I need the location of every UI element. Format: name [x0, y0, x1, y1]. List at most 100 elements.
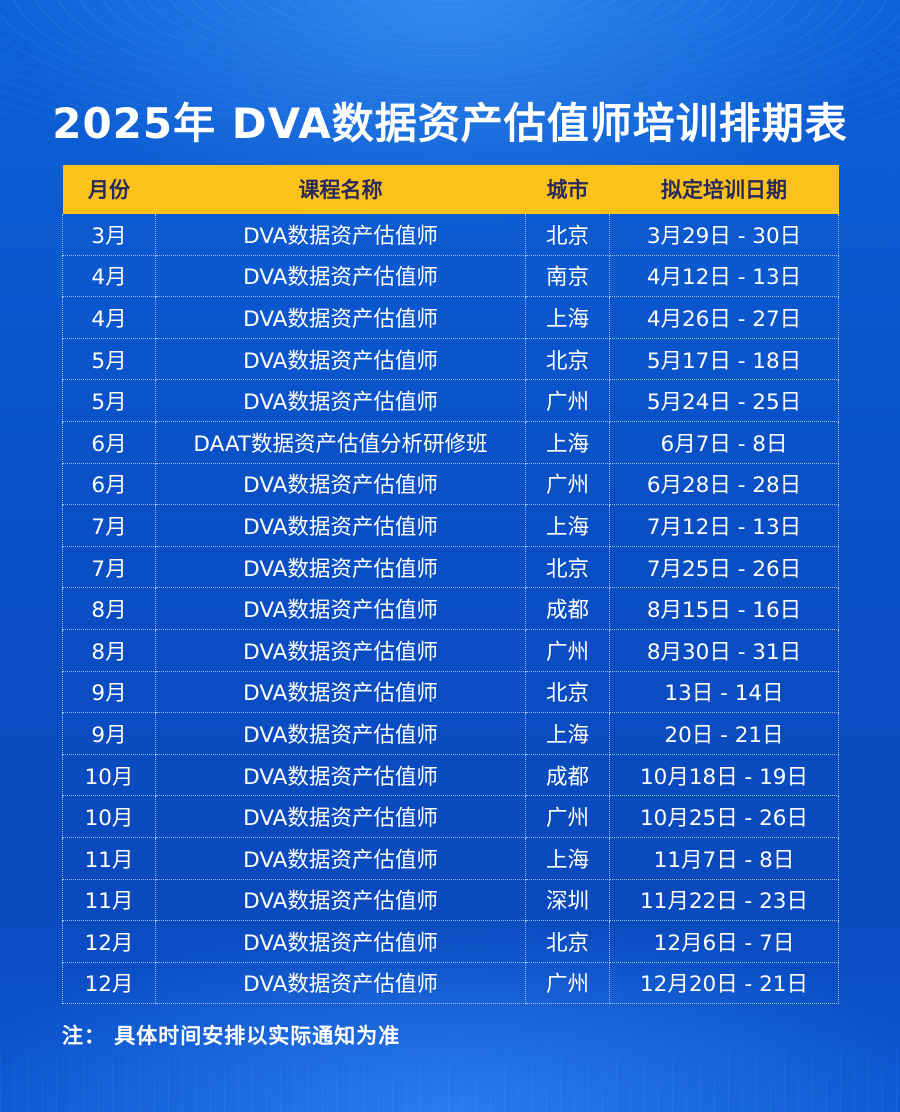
page-title: 2025年 DVA数据资产估值师培训排期表 — [52, 99, 848, 148]
cell-date: 20日 - 21日 — [609, 712, 839, 755]
cell-city: 成都 — [525, 753, 610, 797]
cell-month: 8月 — [62, 587, 156, 630]
cell-city: 广州 — [525, 462, 610, 506]
cell-course-name: DVA数据资产估值师 — [155, 379, 526, 422]
cell-city: 北京 — [525, 920, 610, 963]
cell-month: 7月 — [62, 545, 156, 589]
cell-city: 广州 — [525, 628, 610, 672]
header-planned-date: 拟定培训日期 — [609, 164, 839, 214]
cell-month: 11月 — [62, 878, 156, 922]
cell-month: 10月 — [62, 753, 156, 797]
cell-city: 南京 — [525, 254, 610, 298]
cell-city: 广州 — [525, 379, 610, 422]
cell-date: 5月24日 - 25日 — [609, 379, 839, 422]
cell-date: 6月28日 - 28日 — [609, 462, 839, 506]
cell-course-name: DVA数据资产估值师 — [155, 961, 526, 1005]
table-row: 5月 DVA数据资产估值师 广州 5月24日 - 25日 — [62, 379, 839, 422]
cell-month: 4月 — [62, 254, 156, 298]
cell-month: 9月 — [62, 670, 156, 714]
cell-course-name: DVA数据资产估值师 — [155, 587, 526, 630]
background-grid-decoration — [0, 1002, 900, 1112]
table-header-row: 月份 课程名称 城市 拟定培训日期 — [62, 164, 839, 214]
cell-month: 6月 — [62, 462, 156, 506]
background-wave-decoration — [0, 0, 900, 120]
cell-date: 11月7日 - 8日 — [609, 836, 839, 880]
cell-month: 3月 — [62, 213, 156, 256]
cell-date: 5月17日 - 18日 — [609, 337, 839, 381]
cell-city: 上海 — [525, 420, 610, 464]
cell-course-name: DVA数据资产估值师 — [155, 836, 526, 880]
cell-date: 6月7日 - 8日 — [609, 420, 839, 464]
cell-month: 11月 — [62, 836, 156, 880]
cell-course-name: DVA数据资产估值师 — [155, 504, 526, 547]
cell-month: 12月 — [62, 920, 156, 963]
header-city: 城市 — [525, 164, 610, 214]
cell-date: 7月25日 - 26日 — [609, 545, 839, 589]
cell-course-name: DVA数据资产估值师 — [155, 337, 526, 381]
cell-course-name: DVA数据资产估值师 — [155, 670, 526, 714]
cell-course-name: DVA数据资产估值师 — [155, 296, 526, 339]
cell-month: 9月 — [62, 712, 156, 755]
cell-date: 8月15日 - 16日 — [609, 587, 839, 630]
cell-month: 6月 — [62, 420, 156, 464]
cell-date: 11月22日 - 23日 — [609, 878, 839, 922]
schedule-table-body: 3月 DVA数据资产估值师 北京 3月29日 - 30日 4月 DVA数据资产估值师 南京 4… — [62, 213, 839, 1005]
cell-city: 广州 — [525, 795, 610, 838]
cell-city: 上海 — [525, 504, 610, 547]
cell-city: 北京 — [525, 545, 610, 589]
table-row: 6月 DAAT数据资产估值分析研修班 上海 6月7日 - 8日 — [62, 420, 839, 464]
cell-city: 北京 — [525, 213, 610, 256]
cell-month: 5月 — [62, 337, 156, 381]
table-row: 11月 DVA数据资产估值师 上海 11月7日 - 8日 — [62, 836, 839, 880]
cell-city: 北京 — [525, 670, 610, 714]
table-row: 8月 DVA数据资产估值师 广州 8月30日 - 31日 — [62, 628, 839, 672]
table-row: 9月 DVA数据资产估值师 上海 20日 - 21日 — [62, 712, 839, 755]
cell-date: 3月29日 - 30日 — [609, 213, 839, 256]
cell-date: 13日 - 14日 — [609, 670, 839, 714]
cell-course-name: DVA数据资产估值师 — [155, 753, 526, 797]
cell-course-name: DVA数据资产估值师 — [155, 545, 526, 589]
cell-course-name: DVA数据资产估值师 — [155, 920, 526, 963]
cell-month: 8月 — [62, 628, 156, 672]
table-row: 11月 DVA数据资产估值师 深圳 11月22日 - 23日 — [62, 878, 839, 922]
table-row: 7月 DVA数据资产估值师 上海 7月12日 - 13日 — [62, 504, 839, 547]
table-row: 8月 DVA数据资产估值师 成都 8月15日 - 16日 — [62, 587, 839, 630]
table-row: 3月 DVA数据资产估值师 北京 3月29日 - 30日 — [62, 213, 839, 256]
cell-city: 深圳 — [525, 878, 610, 922]
cell-city: 成都 — [525, 587, 610, 630]
cell-course-name: DVA数据资产估值师 — [155, 462, 526, 506]
cell-city: 上海 — [525, 712, 610, 755]
cell-date: 7月12日 - 13日 — [609, 504, 839, 547]
cell-course-name: DVA数据资产估值师 — [155, 628, 526, 672]
table-row: 7月 DVA数据资产估值师 北京 7月25日 - 26日 — [62, 545, 839, 589]
table-row: 4月 DVA数据资产估值师 上海 4月26日 - 27日 — [62, 296, 839, 339]
cell-course-name: DAAT数据资产估值分析研修班 — [155, 420, 526, 464]
cell-month: 4月 — [62, 296, 156, 339]
table-row: 6月 DVA数据资产估值师 广州 6月28日 - 28日 — [62, 462, 839, 506]
cell-date: 4月12日 - 13日 — [609, 254, 839, 298]
table-row: 9月 DVA数据资产估值师 北京 13日 - 14日 — [62, 670, 839, 714]
cell-city: 广州 — [525, 961, 610, 1005]
cell-course-name: DVA数据资产估值师 — [155, 712, 526, 755]
cell-course-name: DVA数据资产估值师 — [155, 878, 526, 922]
cell-month: 12月 — [62, 961, 156, 1005]
cell-month: 5月 — [62, 379, 156, 422]
cell-date: 10月18日 - 19日 — [609, 753, 839, 797]
table-row: 12月 DVA数据资产估值师 北京 12月6日 - 7日 — [62, 920, 839, 963]
cell-date: 8月30日 - 31日 — [609, 628, 839, 672]
cell-city: 上海 — [525, 296, 610, 339]
cell-date: 12月20日 - 21日 — [609, 961, 839, 1005]
table-row: 4月 DVA数据资产估值师 南京 4月12日 - 13日 — [62, 254, 839, 298]
table-row: 10月 DVA数据资产估值师 广州 10月25日 - 26日 — [62, 795, 839, 838]
cell-city: 北京 — [525, 337, 610, 381]
cell-course-name: DVA数据资产估值师 — [155, 254, 526, 298]
cell-course-name: DVA数据资产估值师 — [155, 213, 526, 256]
cell-month: 10月 — [62, 795, 156, 838]
table-row: 12月 DVA数据资产估值师 广州 12月20日 - 21日 — [62, 961, 839, 1005]
cell-date: 4月26日 - 27日 — [609, 296, 839, 339]
table-row: 5月 DVA数据资产估值师 北京 5月17日 - 18日 — [62, 337, 839, 381]
schedule-table: 月份 课程名称 城市 拟定培训日期 3月 DVA数据资产估值师 北京 3月29日 - … — [62, 164, 839, 1005]
cell-month: 7月 — [62, 504, 156, 547]
header-month: 月份 — [62, 164, 156, 214]
cell-city: 上海 — [525, 836, 610, 880]
